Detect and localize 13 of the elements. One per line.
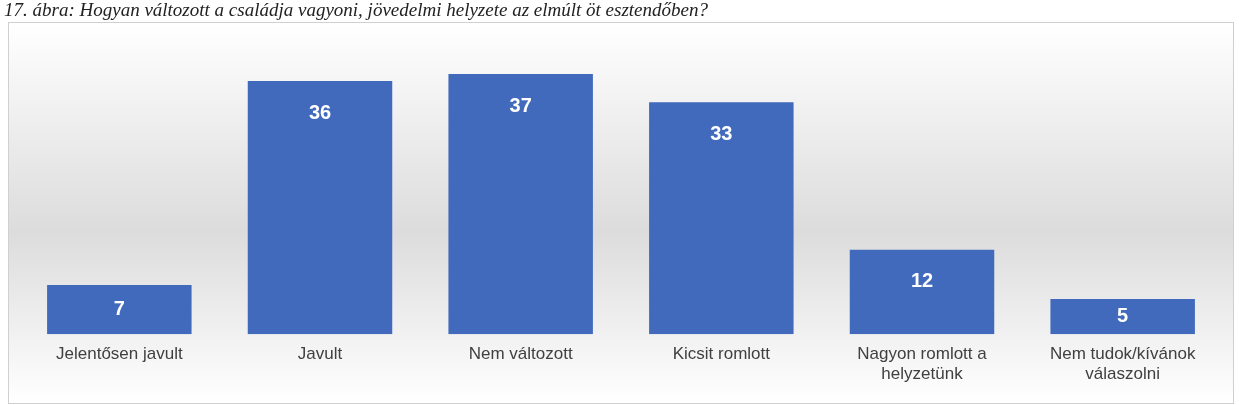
chart-title: 17. ábra: Hogyan változott a családja vagyoni, jövedelmi helyzete az elmúlt öt esztendőben? xyxy=(3,0,709,22)
data-label: 33 xyxy=(710,121,733,144)
data-label: 36 xyxy=(308,100,332,123)
data-label: 5 xyxy=(1117,304,1129,327)
data-label: 7 xyxy=(113,297,125,320)
x-tick-label: Jelentősen javult xyxy=(56,344,183,364)
x-tick-label: Nagyon romlott a helyzetünk xyxy=(857,344,988,384)
x-tick-label: Nem változott xyxy=(468,344,573,364)
x-tick-label: Nem tudok/kívánok válaszolni xyxy=(1049,344,1196,384)
data-label: 37 xyxy=(509,93,532,116)
x-tick-label: Kicsit romlott xyxy=(672,344,771,364)
x-tick-label: Javult xyxy=(297,344,343,364)
data-label: 12 xyxy=(910,269,934,292)
